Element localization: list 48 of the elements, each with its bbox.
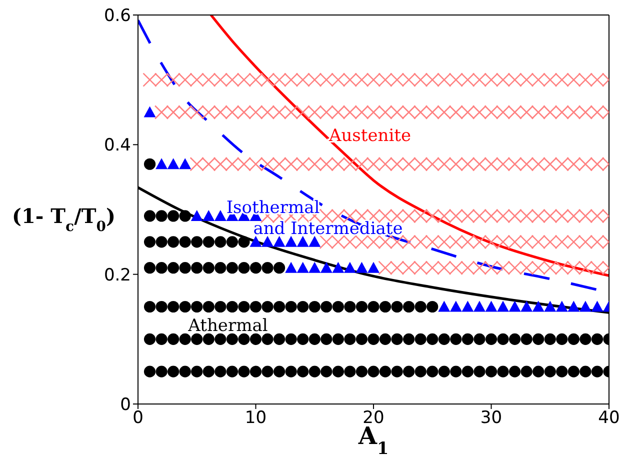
annotation: Austenite xyxy=(328,126,412,146)
point xyxy=(308,262,321,273)
point xyxy=(356,262,368,273)
x-tick-label: 0 xyxy=(132,408,144,428)
point xyxy=(544,300,556,312)
point xyxy=(332,262,344,273)
point xyxy=(450,300,462,312)
point xyxy=(202,210,215,221)
point xyxy=(296,262,309,273)
point xyxy=(144,106,156,118)
point xyxy=(250,236,262,247)
point xyxy=(156,158,168,170)
x-tick-label: 10 xyxy=(244,408,267,428)
annotation: Isothermal xyxy=(226,198,320,218)
point xyxy=(508,300,521,312)
y-tick-label: 0.6 xyxy=(104,6,131,26)
point xyxy=(285,262,298,273)
point xyxy=(296,236,309,247)
x-tick-label: 30 xyxy=(480,408,502,428)
point xyxy=(190,210,203,221)
point xyxy=(556,300,568,312)
point xyxy=(308,236,321,247)
point xyxy=(462,300,474,312)
point xyxy=(320,262,332,273)
y-tick-label: 0.2 xyxy=(104,265,131,286)
point xyxy=(591,300,604,312)
annotation: and Intermediate xyxy=(253,219,403,239)
point xyxy=(532,300,544,312)
y-tick-label: 0.4 xyxy=(104,136,131,156)
point xyxy=(179,158,192,170)
point xyxy=(285,236,298,247)
x-tick-label: 40 xyxy=(598,408,620,428)
annotation: Athermal xyxy=(187,316,268,336)
point xyxy=(485,300,498,312)
point xyxy=(579,300,592,312)
point xyxy=(262,236,274,247)
point xyxy=(273,236,286,247)
point xyxy=(214,210,226,221)
point xyxy=(167,158,180,170)
point xyxy=(368,262,380,273)
point xyxy=(438,300,450,312)
point xyxy=(520,300,533,312)
point xyxy=(568,300,580,312)
point xyxy=(473,300,486,312)
point xyxy=(344,262,356,273)
point xyxy=(497,300,510,312)
y-axis-title: (1- T$_{c}$/T$_{0}$) xyxy=(12,204,116,235)
y-tick-label: 0 xyxy=(120,395,131,416)
